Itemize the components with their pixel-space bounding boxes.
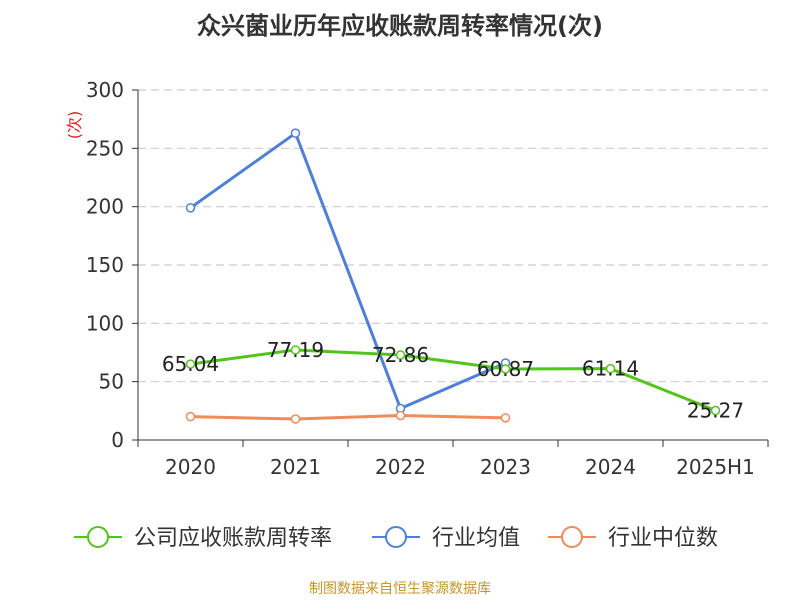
y-tick-label: 100 (86, 311, 124, 335)
y-tick-label: 150 (86, 253, 124, 277)
data-labels: 65.04 77.19 72.86 60.87 61.14 25.27 (162, 338, 744, 423)
data-point (500, 364, 511, 374)
x-tick-label: 2021 (270, 455, 321, 479)
data-point (290, 345, 301, 355)
data-point (605, 363, 616, 374)
data-point (185, 411, 196, 422)
x-tick-label: 2020 (165, 455, 216, 479)
data-point (710, 405, 721, 416)
y-tick-label: 50 (99, 370, 124, 394)
series-line (189, 131, 507, 410)
legend: 公司应收账款周转率 行业均值 行业中位数 (74, 526, 718, 551)
data-label: 61.14 (582, 357, 639, 381)
y-tick-label: 250 (86, 136, 124, 160)
data-label: 77.19 (267, 338, 324, 362)
x-tick-label: 2022 (375, 455, 426, 479)
data-point (395, 410, 406, 421)
data-point (185, 203, 196, 213)
data-label: 65.04 (162, 352, 219, 376)
legend-marker (561, 526, 583, 548)
y-tick-label: 200 (86, 195, 124, 219)
series-lines (185, 128, 721, 424)
legend-marker (385, 526, 407, 548)
series-line (190, 414, 506, 421)
legend-label: 行业中位数 (608, 526, 718, 551)
legend-label: 行业均值 (432, 526, 520, 551)
chart-title: 众兴菌业历年应收账款周转率情况(次) (197, 12, 603, 40)
axes: 0 50 100 150 200 250 300(次) 2020 2021 2022 2023 202… (65, 78, 769, 479)
legend-label: 公司应收账款周转率 (134, 526, 332, 551)
data-label: 72.86 (372, 343, 429, 367)
data-point (290, 414, 301, 424)
x-tick-label: 2025H1 (676, 455, 755, 479)
y-tick-label: 300 (86, 78, 124, 102)
y-tick-label: 0 (111, 428, 124, 452)
data-point (185, 359, 196, 369)
data-label: 60.87 (477, 357, 534, 381)
legend-marker (87, 526, 109, 548)
data-label: 25.27 (687, 399, 744, 423)
data-point (500, 413, 511, 423)
x-tick-label: 2024 (585, 455, 636, 479)
y-axis-title: (次) (65, 111, 84, 140)
series-line (190, 348, 717, 412)
x-tick-label: 2023 (480, 455, 531, 479)
data-point (395, 350, 406, 360)
data-source: 制图数据来自恒生聚源数据库 (309, 581, 491, 597)
data-point (290, 128, 301, 138)
grid-lines (138, 89, 768, 383)
